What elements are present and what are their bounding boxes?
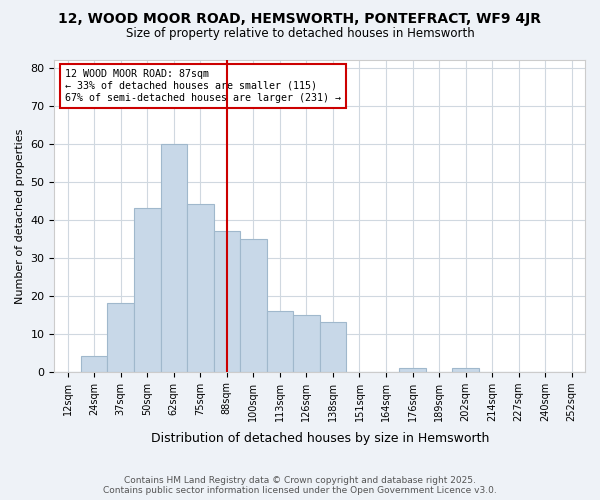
Bar: [399, 368, 426, 372]
Bar: [452, 368, 479, 372]
Text: 12 WOOD MOOR ROAD: 87sqm
← 33% of detached houses are smaller (115)
67% of semi-: 12 WOOD MOOR ROAD: 87sqm ← 33% of detach…: [65, 70, 341, 102]
Bar: [266, 311, 293, 372]
X-axis label: Distribution of detached houses by size in Hemsworth: Distribution of detached houses by size …: [151, 432, 489, 445]
Bar: [320, 322, 346, 372]
Y-axis label: Number of detached properties: Number of detached properties: [15, 128, 25, 304]
Bar: [107, 304, 134, 372]
Text: Size of property relative to detached houses in Hemsworth: Size of property relative to detached ho…: [125, 28, 475, 40]
Bar: [81, 356, 107, 372]
Bar: [134, 208, 161, 372]
Bar: [187, 204, 214, 372]
Bar: [240, 238, 266, 372]
Bar: [161, 144, 187, 372]
Text: 12, WOOD MOOR ROAD, HEMSWORTH, PONTEFRACT, WF9 4JR: 12, WOOD MOOR ROAD, HEMSWORTH, PONTEFRAC…: [59, 12, 542, 26]
Text: Contains HM Land Registry data © Crown copyright and database right 2025.
Contai: Contains HM Land Registry data © Crown c…: [103, 476, 497, 495]
Bar: [293, 314, 320, 372]
Bar: [214, 231, 240, 372]
